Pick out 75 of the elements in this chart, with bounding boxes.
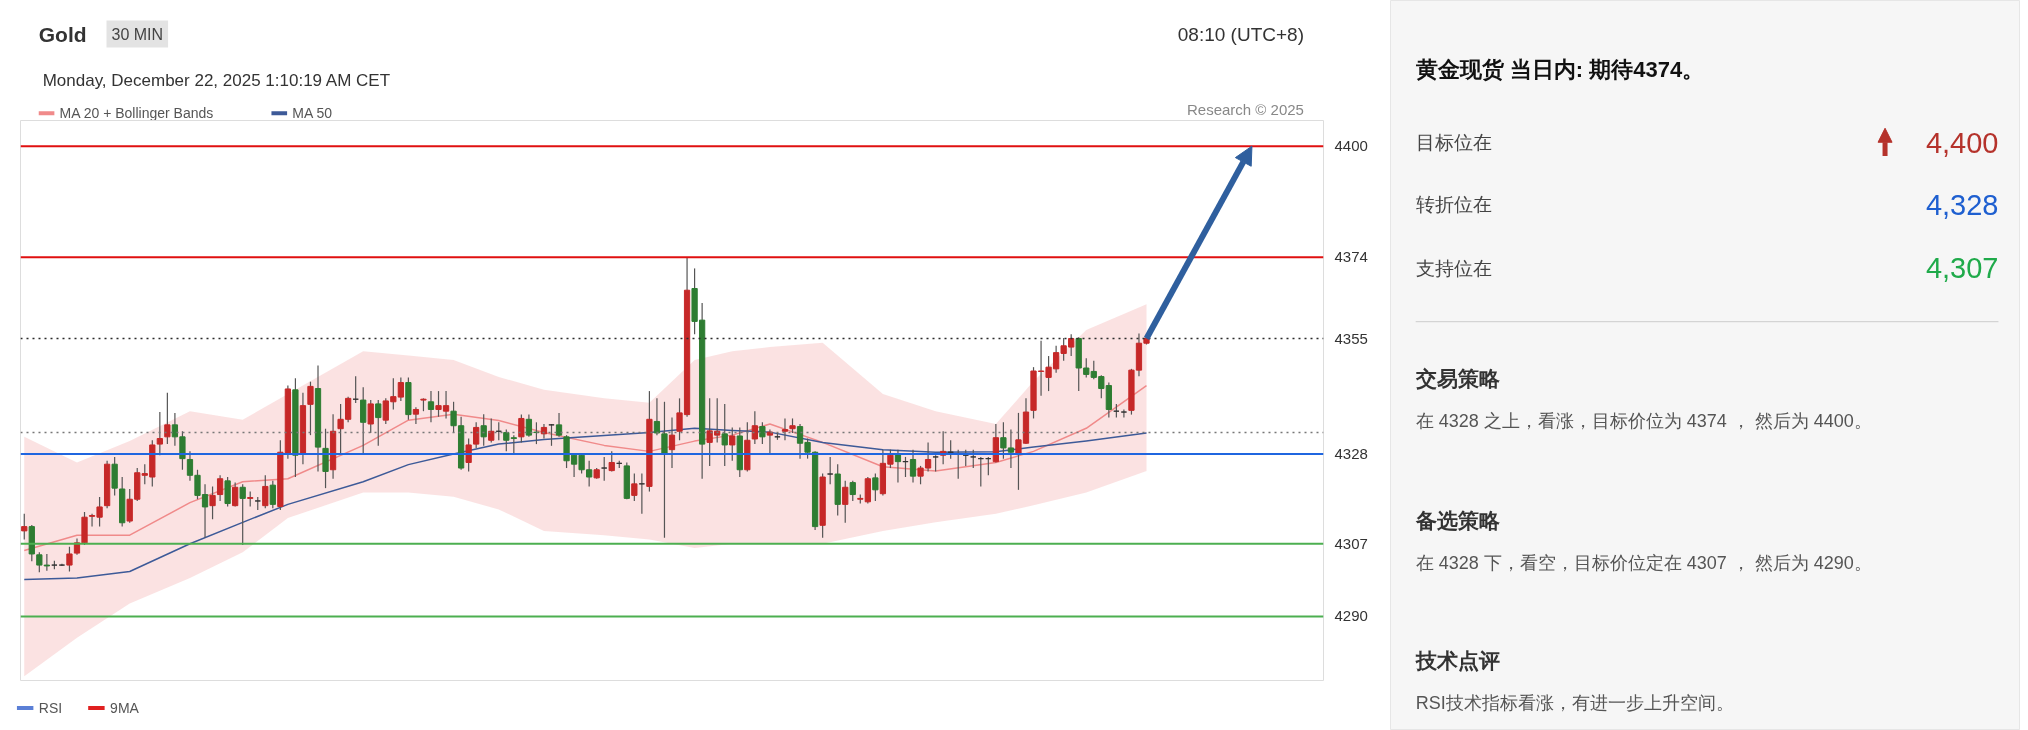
line-series [23, 384, 1148, 552]
candlestick [668, 417, 676, 469]
candlestick [239, 483, 246, 546]
candlestick [842, 480, 849, 524]
text: 30 MIN [111, 25, 164, 43]
chart-subtitle: Monday, December 22, 2025 1:10:19 AM CET [42, 71, 391, 91]
y-tick-label: 4328 [1334, 444, 1368, 462]
candlestick [601, 456, 608, 482]
candlestick [872, 473, 879, 502]
y-tick-label: 4400 [1334, 137, 1368, 155]
candlestick [473, 421, 480, 449]
chart-title: Gold [38, 22, 87, 46]
candlestick [849, 480, 856, 502]
text: 黄金现货 当日内: 期待4374。 [1414, 57, 1705, 83]
candlestick [232, 481, 239, 508]
y-tick-label: 4374 [1334, 248, 1368, 266]
text: 支持位在 [1415, 257, 1492, 279]
text: Research © 2025 [1187, 101, 1304, 119]
text: 4,400 [1925, 126, 1999, 159]
candlestick [412, 406, 420, 425]
text: 转折位在 [1415, 194, 1492, 216]
y-tick-label: 4307 [1334, 534, 1368, 552]
candlestick [631, 473, 638, 502]
candlestick [216, 474, 224, 502]
candlestick [548, 423, 555, 447]
text: 备选策略 [1414, 509, 1501, 533]
candlestick [525, 414, 533, 438]
text: 交易策略 [1414, 367, 1501, 391]
text: 9MA [110, 700, 140, 716]
candlestick [638, 473, 646, 515]
candlestick [781, 417, 789, 441]
candlestick [729, 426, 736, 462]
candlestick [766, 428, 774, 454]
candlestick [164, 392, 171, 445]
text: 技术点评 [1414, 648, 1500, 673]
candlestick [751, 410, 758, 445]
candlestick [653, 397, 661, 436]
text: 4,328 [1925, 188, 1999, 221]
candlestick [209, 485, 216, 520]
candlestick [465, 437, 472, 473]
candlestick [518, 414, 525, 443]
y-tick-label: 4355 [1334, 329, 1368, 347]
text: RSI技术指标看涨，有进一步上升空间。 [1415, 692, 1734, 713]
text: 08:10 (UTC+8) [1177, 23, 1304, 45]
candlestick [555, 412, 563, 438]
candlestick [156, 411, 163, 456]
candlestick [970, 449, 977, 469]
text: 在 4328 之上，看涨，目标价位为 4374 ， 然后为 4400。 [1415, 410, 1872, 431]
candlestick [427, 390, 435, 423]
candlestick [1120, 408, 1128, 419]
y-tick-label: 4290 [1334, 607, 1368, 625]
candlestick [661, 401, 668, 539]
candlestick [360, 386, 367, 454]
text: 目标位在 [1415, 132, 1492, 154]
candlestick [721, 403, 728, 467]
candlestick [322, 428, 329, 489]
text: 在 4328 下，看空，目标价位定在 4307 ， 然后为 4290。 [1415, 553, 1872, 574]
legend-label: MA 50 [292, 105, 333, 122]
candlestick [480, 413, 487, 447]
line-series [23, 427, 1148, 581]
candlestick [827, 456, 834, 485]
candlestick [488, 417, 495, 443]
text: RSI [38, 700, 63, 716]
candlestick [307, 381, 314, 436]
candlestick [909, 449, 917, 484]
text: 4,307 [1925, 252, 1999, 285]
candlestick [66, 546, 73, 573]
candlestick [759, 421, 766, 445]
candlestick [367, 399, 374, 434]
candlestick [21, 513, 28, 541]
candlestick [375, 399, 382, 447]
candlestick [269, 480, 276, 509]
candlestick [224, 476, 231, 508]
candlestick [262, 474, 269, 509]
candlestick [533, 421, 540, 445]
